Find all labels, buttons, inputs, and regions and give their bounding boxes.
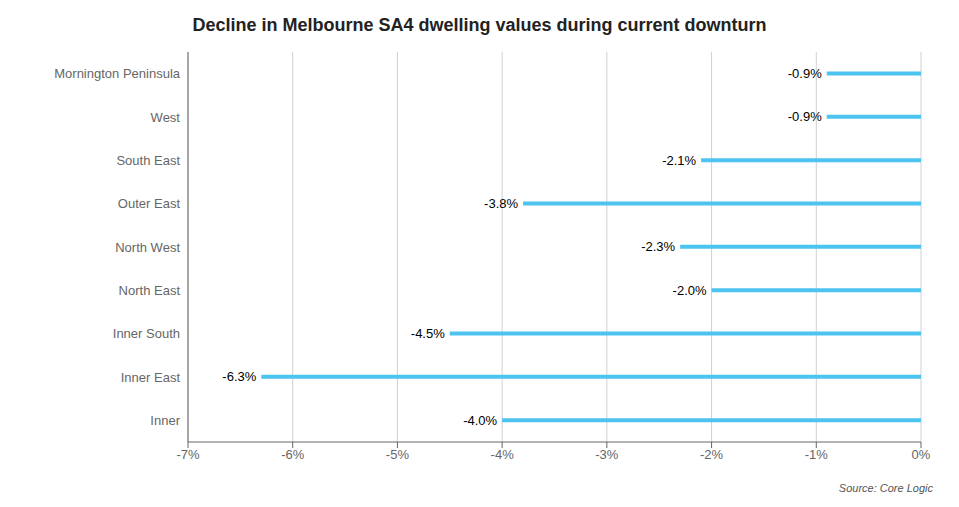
svg-text:Mornington Peninsula: Mornington Peninsula bbox=[54, 66, 181, 81]
svg-text:-4%: -4% bbox=[491, 447, 515, 462]
svg-text:-2.0%: -2.0% bbox=[673, 283, 707, 298]
svg-text:-3%: -3% bbox=[595, 447, 619, 462]
svg-text:-0.9%: -0.9% bbox=[788, 66, 822, 81]
svg-text:-3.8%: -3.8% bbox=[484, 196, 518, 211]
svg-text:-2.3%: -2.3% bbox=[641, 239, 675, 254]
svg-text:-1%: -1% bbox=[805, 447, 829, 462]
svg-text:-5%: -5% bbox=[386, 447, 410, 462]
html-text:Decline in Melbourne SA4 dwell: Decline in Melbourne SA4 dwelling values… bbox=[192, 15, 767, 35]
svg-text:-6%: -6% bbox=[281, 447, 305, 462]
svg-text:North East: North East bbox=[119, 283, 181, 298]
svg-text:0%: 0% bbox=[912, 447, 931, 462]
svg-text:South East: South East bbox=[116, 153, 180, 168]
svg-text:-4.0%: -4.0% bbox=[463, 413, 497, 428]
svg-text:Inner: Inner bbox=[150, 413, 180, 428]
svg-text:-2.1%: -2.1% bbox=[662, 153, 696, 168]
html-text:Source: Core Logic: Source: Core Logic bbox=[838, 482, 933, 494]
svg-text:-7%: -7% bbox=[176, 447, 200, 462]
svg-text:-6.3%: -6.3% bbox=[222, 369, 256, 384]
svg-text:Inner South: Inner South bbox=[113, 326, 180, 341]
svg-text:West: West bbox=[151, 110, 181, 125]
svg-text:-4.5%: -4.5% bbox=[411, 326, 445, 341]
svg-text:-0.9%: -0.9% bbox=[788, 109, 822, 124]
svg-text:-2%: -2% bbox=[700, 447, 724, 462]
svg-text:Inner East: Inner East bbox=[121, 370, 181, 385]
svg-text:North West: North West bbox=[115, 240, 180, 255]
svg-text:Outer East: Outer East bbox=[118, 196, 181, 211]
